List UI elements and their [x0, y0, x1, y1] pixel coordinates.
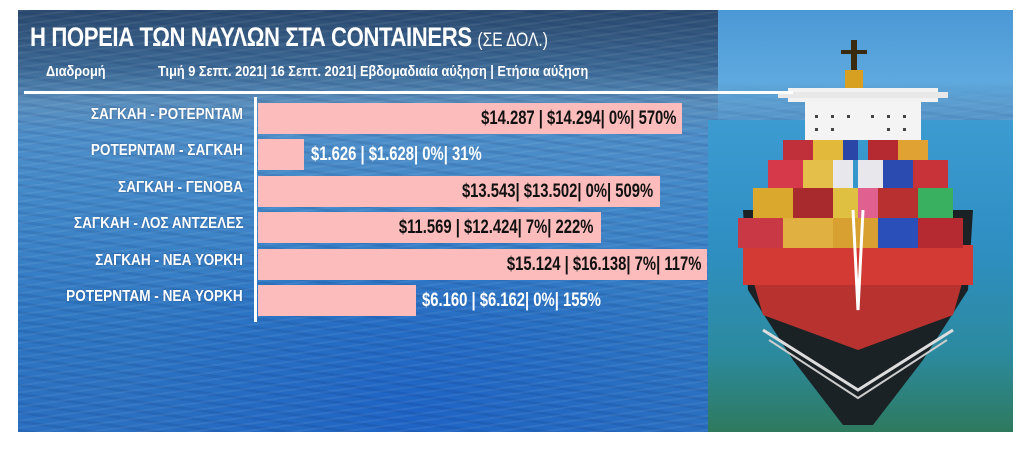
- header-columns-label: Τιμή 9 Σεπτ. 2021| 16 Σεπτ. 2021| Εβδομα…: [158, 63, 589, 80]
- bar-shanghai-los-angeles: [258, 212, 601, 243]
- route-label: ΡΟΤΕΡΝΤΑΜ - ΝΕΑ ΥΟΡΚΗ: [66, 288, 243, 305]
- axis-divider: [254, 97, 257, 322]
- route-label: ΣΑΓΚΑΗ - ΝΕΑ ΥΟΡΚΗ: [95, 252, 243, 269]
- title-unit: (ΣΕ ΔΟΛ.): [477, 30, 548, 51]
- bar-value-label: $14.287 | $14.294| 0%| 570%: [480, 108, 676, 129]
- bar-rotterdam-new-york: [258, 285, 416, 316]
- infographic-panel: Η ΠΟΡΕΙΑ ΤΩΝ ΝΑΥΛΩΝ ΣΤΑ CONTAINERS (ΣΕ Δ…: [18, 10, 1013, 432]
- bar-value-label: $1.626 | $1.628| 0%| 31%: [311, 144, 482, 165]
- container-ship-image: [738, 40, 973, 425]
- header-divider: [24, 91, 793, 94]
- bar-shanghai-new-york: [258, 249, 707, 280]
- bar-value-label: $11.569 | $12.424| 7%| 222%: [398, 217, 593, 238]
- header-route-label: Διαδρομή: [46, 63, 106, 80]
- route-label: ΣΑΓΚΑΗ - ΓΕΝΟΒΑ: [117, 179, 243, 196]
- bar-value-label: $13.543| $13.502| 0%| 509%: [461, 181, 653, 202]
- chart-title: Η ΠΟΡΕΙΑ ΤΩΝ ΝΑΥΛΩΝ ΣΤΑ CONTAINERS (ΣΕ Δ…: [30, 22, 548, 53]
- bar-value-label: $15.124 | $16.138| 7%| 117%: [506, 254, 701, 275]
- route-label: ΣΑΓΚΑΗ - ΡΟΤΕΡΝΤΑΜ: [90, 106, 243, 123]
- bar-shanghai-rotterdam: [258, 103, 682, 134]
- title-text: Η ΠΟΡΕΙΑ ΤΩΝ ΝΑΥΛΩΝ ΣΤΑ CONTAINERS: [30, 22, 472, 52]
- route-label: ΡΟΤΕΡΝΤΑΜ - ΣΑΓΚΑΗ: [90, 142, 243, 159]
- route-label: ΣΑΓΚΑΗ - ΛΟΣ ΑΝΤΖΕΛΕΣ: [73, 215, 243, 232]
- bar-shanghai-genoa: [258, 176, 660, 207]
- bar-value-label: $6.160 | $6.162| 0%| 155%: [422, 290, 601, 311]
- bar-rotterdam-shanghai: [258, 139, 304, 170]
